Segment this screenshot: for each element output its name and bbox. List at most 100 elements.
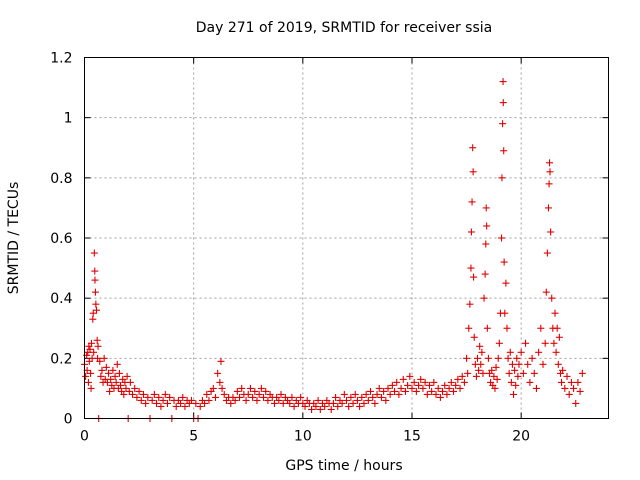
data-point [472,372,480,380]
data-point [550,339,558,347]
data-point [214,369,222,377]
data-point [153,399,161,407]
data-point [212,393,219,401]
data-point [546,168,554,176]
data-point [482,240,490,248]
data-point [329,399,337,407]
data-point [570,384,578,392]
data-point [465,324,473,332]
data-point [115,369,123,377]
y-tick-label: 1 [64,111,73,127]
x-axis-label: GPS time / hours [285,458,402,474]
data-point [216,378,224,386]
data-point [196,402,204,410]
data-point [177,399,185,407]
data-point [488,366,496,374]
data-point [192,399,200,407]
data-point [347,393,355,401]
data-point [515,360,523,368]
data-point [574,378,582,386]
data-point [135,387,143,395]
data-point [133,393,141,401]
data-point [425,381,433,389]
data-point [514,372,522,380]
data-point [449,387,457,395]
data-point [327,405,335,413]
data-point [513,354,521,362]
data-point [157,402,165,410]
data-point [97,372,105,380]
data-point [439,387,447,395]
data-point [91,288,99,296]
data-point [412,387,420,395]
data-point [401,387,409,395]
data-point [506,348,514,356]
data-point [469,168,477,176]
data-point [255,390,263,398]
data-point [102,363,110,371]
data-point [105,369,113,377]
data-point [87,369,95,377]
data-point [565,390,573,398]
data-point [123,372,131,380]
data-point [103,378,111,386]
data-point [546,159,554,167]
data-point [233,387,241,395]
data-point [334,402,342,410]
y-tick-label: 0.6 [50,231,72,247]
y-tick-label: 0.4 [50,291,72,307]
data-point [522,339,530,347]
y-tick-labels: 0 0.2 0.4 0.6 0.8 1 1.2 [50,51,72,428]
data-point [126,378,134,386]
data-point [456,384,464,392]
data-point [179,393,187,401]
data-point [500,147,508,155]
data-point [314,396,322,404]
data-point [120,390,128,398]
data-point [445,384,453,392]
data-point [532,384,540,392]
data-point [343,396,350,404]
x-tick-label: 0 [80,429,89,445]
data-point [388,381,396,389]
data-point [484,354,492,362]
data-point [262,387,270,395]
data-point [417,375,425,383]
data-point [436,393,444,401]
y-tick-label: 0.2 [50,351,72,367]
data-point [217,357,225,365]
data-point [148,396,156,404]
data-point [503,324,511,332]
data-point [499,99,507,107]
data-point [358,393,366,401]
data-point [572,399,580,407]
data-point [441,381,449,389]
data-point [360,399,368,407]
x-tick-label: 10 [294,429,312,445]
data-point [548,294,556,302]
data-point [528,354,536,362]
data-point [430,378,438,386]
data-point [203,390,211,398]
data-point [397,384,405,392]
data-point [205,396,213,404]
data-point [286,399,294,407]
data-points [81,78,586,422]
data-point [478,348,486,356]
data-point [530,369,538,377]
data-point [499,120,507,128]
data-point [351,390,359,398]
data-point [161,390,169,398]
data-point [270,399,278,407]
x-tick-label: 20 [512,429,530,445]
y-tick-label: 0 [64,412,73,428]
y-tick-label: 1.2 [50,51,72,67]
data-point [113,360,121,368]
data-point [89,309,97,317]
data-point [94,342,102,350]
data-point [91,276,99,284]
data-point [96,357,104,365]
data-point [454,375,462,383]
data-point [82,372,90,380]
data-point [468,198,476,206]
